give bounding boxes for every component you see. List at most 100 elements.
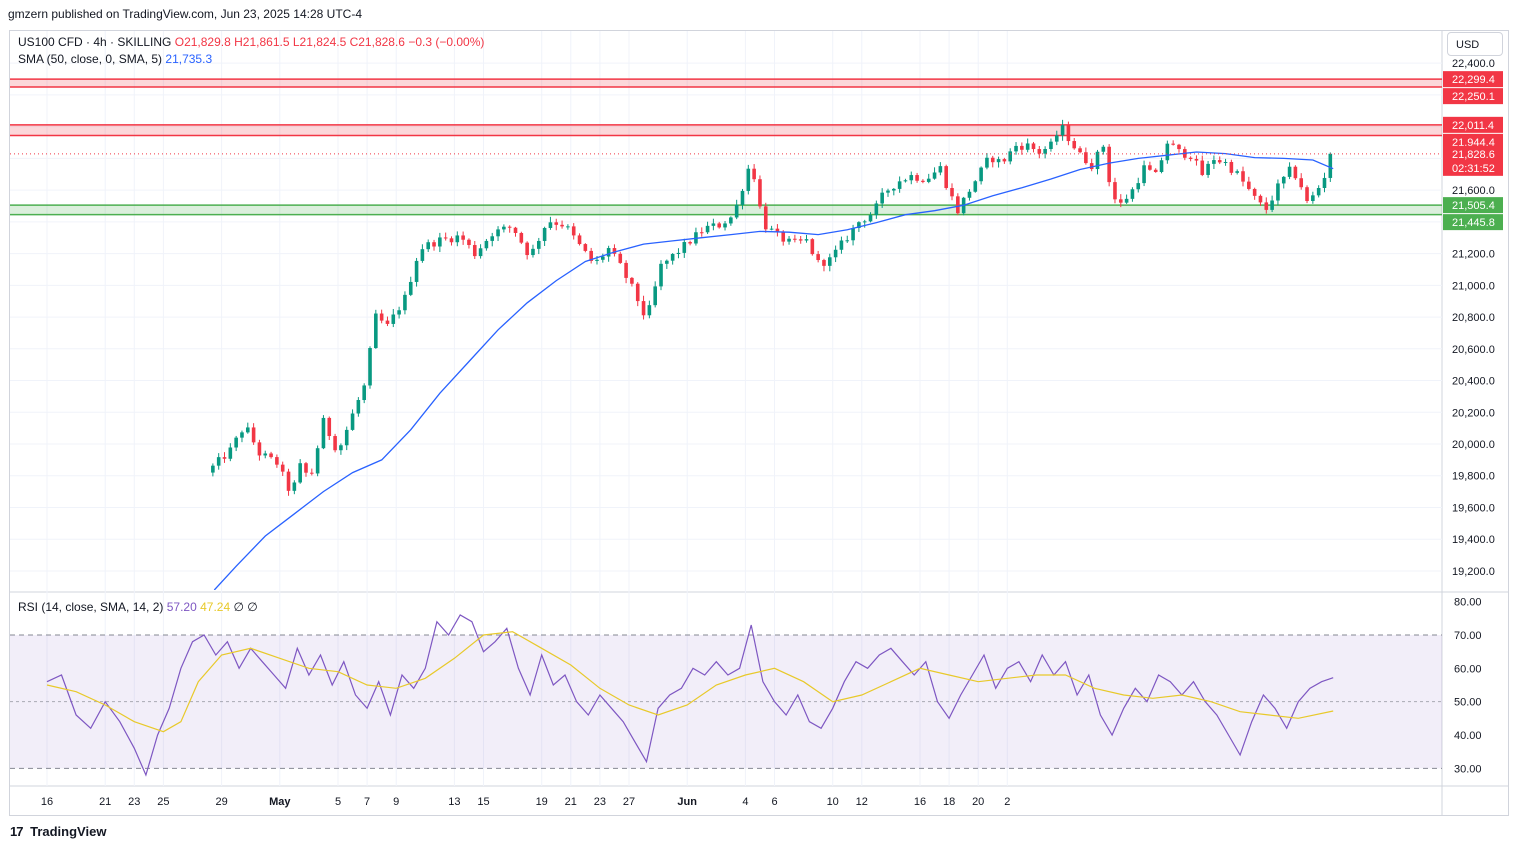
candle-body [548,222,553,228]
candle-body [746,168,751,191]
zone-price-badge: 22,250.1 [1452,91,1495,103]
candle-body [420,249,425,261]
price-tick-label: 19,600.0 [1452,502,1495,514]
candle-body [903,180,908,182]
candle-body [531,248,535,256]
rsi-sma-line [46,631,1334,733]
candle-body [449,238,454,243]
candle-body [839,240,844,250]
candle-body [1328,153,1333,178]
candle-body [240,432,244,438]
time-tick-label: 16 [41,796,53,808]
candle-body [816,254,820,261]
candle-body [635,283,640,302]
support-zone [10,205,1442,215]
candle-body [1008,151,1013,162]
high-value: H21,861.5 [234,35,290,49]
rsi-tick-label: 70.00 [1454,630,1482,642]
zone-price-badge-bg [1443,116,1503,133]
candle-body [1153,169,1158,172]
brand-name: TradingView [30,824,107,839]
time-tick-label: May [269,796,291,808]
candle-body [1299,178,1304,188]
candle-body [426,242,431,250]
zone-price-badge: 21,445.8 [1452,217,1495,229]
candle-body [1293,166,1298,179]
rsi-tick-label: 60.00 [1454,663,1482,675]
close-value: C21,828.6 [349,35,405,49]
candle-body [659,263,663,287]
candle-body [263,453,268,456]
candle-body [874,203,879,216]
resistance-zone [10,79,1442,87]
candle-body [257,442,262,456]
rsi-value: 57.20 [166,600,197,614]
candle-body [525,242,529,256]
candle-body [926,178,931,182]
candle-body [758,179,762,207]
candle-body [1281,176,1286,184]
candle-body [711,223,716,226]
candle-body [1002,159,1007,162]
candle-body [1014,145,1018,152]
candle-body [1223,161,1228,163]
candle-body [647,305,652,316]
candle-body [897,181,902,189]
price-tick-label: 22,400.0 [1452,58,1495,70]
time-tick-label: 21 [565,796,577,808]
candle-body [1188,157,1193,159]
candle-body [222,457,227,459]
candle-body [1264,202,1269,210]
time-tick-label: 23 [594,796,606,808]
candle-body [1229,161,1234,173]
candle-body [909,175,914,181]
candle-body [1089,163,1094,170]
candle-body [1066,125,1071,142]
candle-body [1165,143,1170,161]
candle-body [327,417,332,437]
candle-body [1142,165,1146,184]
candle-body [630,277,634,284]
candle-body [438,237,442,247]
zone-price-badge-bg [1443,71,1503,88]
candle-body [216,457,221,466]
candle-body [723,223,727,228]
candle-body [996,159,1001,163]
candle-body [1054,135,1059,142]
candle-body [589,250,593,261]
candle-body [333,436,337,451]
candle-body [1043,149,1047,154]
candle-body [478,248,483,257]
candle-body [1159,160,1164,172]
candle-body [979,167,983,182]
price-tick-label: 21,000.0 [1452,280,1495,292]
time-axis: 16 21 23 25 29 May 5 7 9 13 15 19 21 23 27 Jun 4 6 10 12 16 1… [41,796,1010,808]
candle-body [1177,144,1181,150]
candle-body [502,226,506,230]
candle-body [641,301,646,316]
candle-body [228,447,233,459]
candle-body [880,192,884,204]
price-grid [10,31,1442,786]
candle-body [443,237,448,239]
candle-body [1235,171,1239,173]
candle-body [519,232,524,243]
candle-body [653,286,657,306]
currency-button[interactable]: USD [1447,32,1503,56]
candle-body [1031,143,1036,150]
candle-body [612,248,617,254]
candle-body [1113,182,1117,200]
candle-body [857,222,861,229]
time-tick-label: 2 [1004,796,1010,808]
time-tick-label: 18 [943,796,955,808]
sma-line [213,151,1334,590]
candle-body [350,413,355,430]
candle-body [892,188,896,191]
change-value: −0.3 (−0.00%) [408,35,485,49]
rsi-tick-label: 80.00 [1454,597,1482,609]
time-tick-label: 16 [914,796,926,808]
candle-body [601,256,605,260]
sma-legend: SMA (50, close, 0, SMA, 5) 21,735.3 [18,52,212,66]
price-tick-label: 21,600.0 [1452,185,1495,197]
